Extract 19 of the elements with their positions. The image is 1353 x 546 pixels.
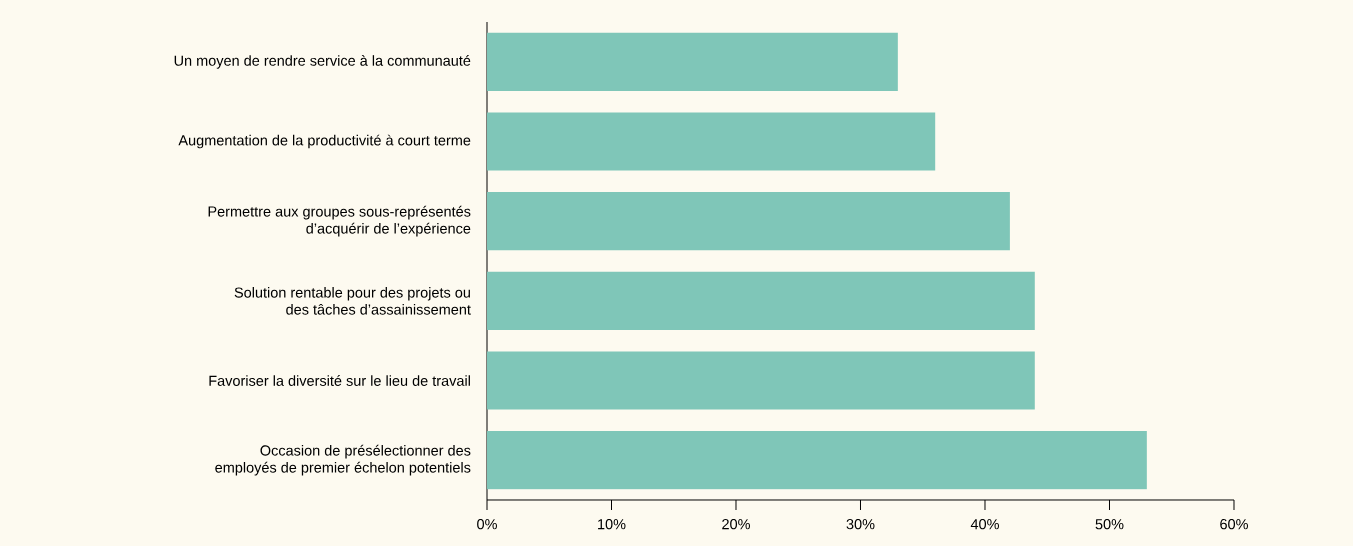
x-tick-label: 60% <box>1220 519 1248 530</box>
x-tick-label: 10% <box>598 519 626 530</box>
x-tick-label: 20% <box>722 519 750 530</box>
x-tick-label: 50% <box>1095 519 1124 530</box>
y-tick-label: Solution rentable pour des projets ou des tâches d’assainissement <box>234 287 471 315</box>
bar <box>487 431 1147 490</box>
y-tick-label: Un moyen de rendre service à la communauté <box>174 55 471 69</box>
bar <box>487 351 1035 410</box>
y-tick-label: Permettre aux groupes sous-représentés d’acquérir de l’expérience <box>208 205 471 237</box>
x-tick-label: 0% <box>477 519 497 530</box>
y-tick-label: Augmentation de la productivité à court terme <box>178 134 471 149</box>
bar <box>487 112 936 171</box>
x-tick-label: 30% <box>846 519 875 530</box>
bar <box>487 192 1010 251</box>
x-tick-label: 40% <box>970 519 999 530</box>
bar <box>487 271 1035 330</box>
y-tick-label: Occasion de présélectionner des employés de premier échelon potentiels <box>215 444 471 476</box>
y-tick-label: Favoriser la diversité sur le lieu de travail <box>209 375 470 386</box>
bar <box>487 32 898 91</box>
